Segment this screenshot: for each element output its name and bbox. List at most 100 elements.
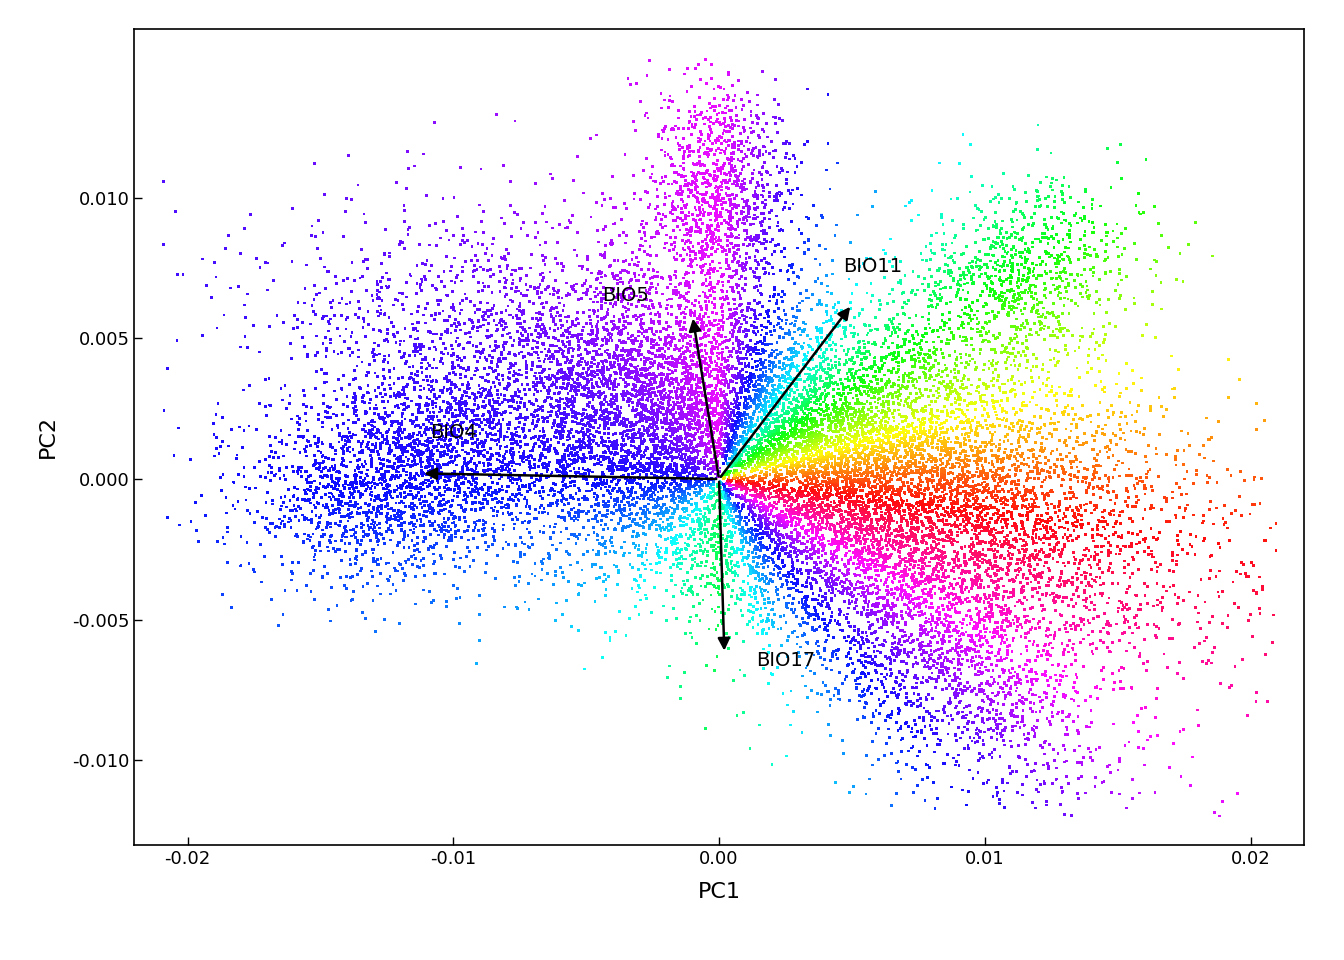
Point [410,446,431,462]
Point [828,434,849,449]
Point [1081,261,1102,276]
Point [691,425,712,441]
Point [738,410,759,425]
Point [677,441,699,456]
Point [738,576,759,591]
Point [722,546,743,562]
Point [473,383,495,398]
Point [747,191,769,206]
Point [862,552,883,567]
Point [391,424,413,440]
Point [867,512,888,527]
Point [1058,388,1079,403]
Point [675,408,696,423]
Point [891,537,913,552]
Point [286,415,308,430]
Point [1008,672,1030,687]
Point [679,478,700,493]
Point [679,452,700,468]
Point [790,387,812,402]
Point [900,740,922,756]
Point [452,302,473,318]
Point [872,555,894,570]
Point [882,437,903,452]
Point [445,529,466,544]
Point [985,586,1007,601]
Point [702,431,723,446]
Point [917,674,938,689]
Point [917,540,938,556]
Point [718,484,739,499]
Point [363,524,384,540]
Point [434,527,456,542]
Point [715,531,737,546]
Point [770,420,792,435]
Point [914,582,935,597]
Point [775,749,797,764]
Point [480,420,501,435]
Point [484,313,505,328]
Point [1083,428,1105,444]
Point [1035,623,1056,638]
Point [839,532,860,547]
Point [284,442,305,457]
Point [1052,305,1074,321]
Point [730,512,751,527]
Point [849,520,871,536]
Point [562,340,583,355]
Point [1167,547,1188,563]
Point [567,465,589,480]
Point [453,454,474,469]
Point [534,428,555,444]
Point [1082,192,1103,207]
Point [734,257,755,273]
Point [582,379,603,395]
Point [789,512,810,527]
Point [712,191,734,206]
Point [939,492,961,507]
Point [907,513,929,528]
Point [905,372,926,387]
Point [900,550,922,565]
Point [953,216,974,231]
Point [749,444,770,459]
Point [655,450,676,466]
Point [398,437,419,452]
Point [817,452,839,468]
Point [952,315,973,330]
Point [512,421,534,437]
Point [731,261,753,276]
Point [423,522,445,538]
Point [831,421,852,437]
Point [711,571,732,587]
Point [714,447,735,463]
Point [895,467,917,482]
Point [824,561,845,576]
Point [689,226,711,241]
Point [1009,463,1031,478]
Point [614,300,636,315]
Point [997,484,1019,499]
Point [931,477,953,492]
Point [590,514,612,529]
Point [667,440,688,455]
Point [731,383,753,398]
Point [711,175,732,190]
Point [706,622,727,637]
Point [564,505,586,520]
Point [628,585,649,600]
Point [909,347,930,362]
Point [1079,719,1101,734]
Point [937,586,958,601]
Point [939,654,961,669]
Point [390,448,411,464]
Point [1116,481,1137,496]
Point [911,435,933,450]
Point [646,404,668,420]
Point [786,459,808,474]
Point [890,682,911,697]
Point [544,443,566,458]
Point [800,471,821,487]
Point [773,380,794,396]
Point [675,276,696,291]
